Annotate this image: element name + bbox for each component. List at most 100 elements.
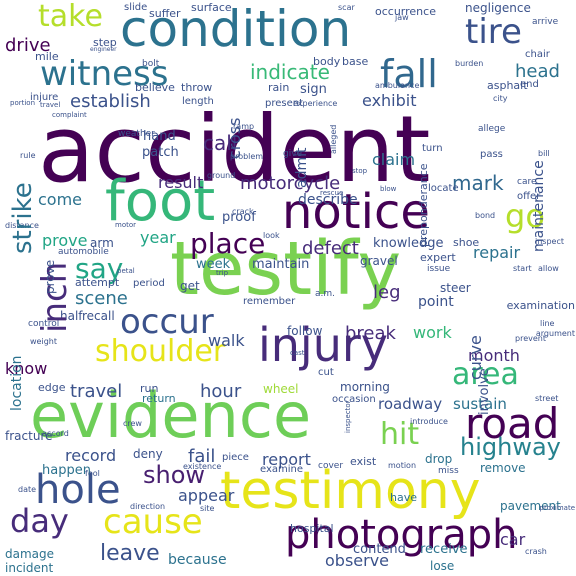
cloud-word: evidence (30, 379, 312, 452)
cloud-word: weather (118, 129, 155, 139)
cloud-word: remember (243, 296, 296, 307)
cloud-word: exist (350, 455, 377, 468)
cloud-word: record (65, 446, 117, 465)
cloud-word: remove (480, 461, 526, 475)
cloud-word: street (535, 394, 559, 403)
cloud-word: lose (430, 559, 455, 573)
cloud-word: petal (117, 267, 135, 275)
cloud-word: half (60, 309, 83, 323)
cloud-word: travel (40, 101, 61, 109)
cloud-word: date (18, 485, 37, 494)
cloud-word: car (500, 530, 526, 549)
cloud-word: trip (216, 269, 229, 277)
cloud-word: condition (120, 0, 352, 58)
cloud-word: asphalt (487, 79, 528, 92)
cloud-word: exhibit (362, 91, 417, 110)
cloud-word: care (517, 177, 537, 187)
cloud-word: complaint (52, 111, 87, 119)
cloud-word: wheel (263, 382, 299, 396)
cloud-word: hour (200, 381, 242, 402)
cloud-word: mark (452, 171, 504, 195)
cloud-word: involve (477, 368, 492, 415)
cloud-word: drive (5, 35, 51, 56)
cloud-word: damage (5, 547, 55, 561)
cloud-word: pavement (500, 499, 561, 513)
cloud-word: patch (142, 145, 179, 160)
cloud-word: notice (282, 184, 430, 240)
cloud-word: suffer (149, 7, 181, 20)
cloud-word: scar (338, 3, 355, 12)
cloud-word: witness (40, 54, 169, 94)
cloud-word: indicate (250, 60, 330, 84)
cloud-word: believe (135, 81, 175, 94)
cloud-word: ambulance (375, 81, 420, 90)
cloud-word: motorcycle (240, 173, 341, 194)
cloud-word: tire (465, 12, 522, 52)
cloud-word: throw (181, 81, 213, 94)
cloud-word: rule (20, 151, 36, 160)
cloud-word: cross (225, 117, 244, 159)
cloud-word: leave (100, 541, 160, 566)
cloud-word: portion (10, 99, 36, 107)
cloud-word: pass (480, 149, 503, 160)
cloud-word: edge (38, 381, 66, 394)
cloud-word: result (158, 173, 204, 192)
cloud-word: leg (373, 282, 401, 303)
cloud-word: deny (133, 447, 163, 461)
cloud-word: testify (170, 226, 402, 312)
cloud-word: stop (352, 167, 368, 175)
cloud-word: offer (517, 191, 541, 202)
cloud-word: shoulder (95, 334, 226, 369)
cloud-word: have (390, 491, 417, 504)
cloud-word: shoe (453, 236, 480, 249)
cloud-word: problem (230, 152, 264, 161)
cloud-word: day (10, 502, 69, 540)
cloud-word: chair (525, 49, 550, 60)
cloud-word: prevent (515, 334, 546, 343)
cloud-word: location (9, 355, 25, 411)
cloud-word: automobile (58, 247, 109, 257)
cloud-word: issue (427, 264, 451, 274)
cloud-word: break (345, 323, 396, 344)
cloud-word: weight (30, 337, 57, 346)
cloud-word: surface (191, 1, 232, 14)
cloud-word: walk (208, 331, 245, 350)
cloud-word: go (505, 197, 545, 235)
cloud-word: direction (130, 502, 166, 511)
cloud-word: existence (183, 462, 222, 471)
cloud-word: motor (115, 221, 137, 229)
cloud-word: claim (372, 150, 416, 169)
cloud-word: accord (42, 429, 69, 438)
cloud-word: start (513, 264, 532, 273)
cloud-word: experience (293, 99, 338, 108)
cloud-word: look (263, 231, 280, 240)
cloud-word: contend (353, 542, 406, 557)
cloud-word: bond (475, 211, 496, 220)
cloud-word: attempt (75, 276, 120, 289)
cloud-word: alleged (329, 124, 338, 154)
cloud-word: introduce (410, 417, 448, 426)
cloud-word: foot (105, 169, 216, 234)
cloud-word: follow (287, 324, 323, 338)
cloud-word: gravel (360, 254, 398, 268)
cloud-word: point (418, 294, 454, 310)
cloud-word: roadway (378, 395, 443, 413)
cloud-word: defect (302, 238, 359, 259)
cloud-word: because (168, 552, 227, 568)
cloud-word: arrive (532, 17, 559, 27)
cloud-word: occur (120, 302, 214, 342)
cloud-word: expert (420, 251, 456, 264)
cloud-word: line (540, 319, 555, 328)
cloud-word: describe (298, 192, 358, 208)
cloud-word: maintain (252, 257, 310, 272)
cloud-word: injure (30, 92, 59, 103)
cloud-word: give (283, 149, 303, 159)
cloud-word: show (143, 461, 206, 489)
cloud-word: inspector (344, 400, 352, 433)
cloud-word: a.m. (315, 289, 336, 299)
cloud-word: fall (380, 52, 438, 96)
cloud-word: crew (123, 419, 142, 428)
cloud-word: report (262, 450, 311, 469)
cloud-word: come (38, 190, 83, 209)
